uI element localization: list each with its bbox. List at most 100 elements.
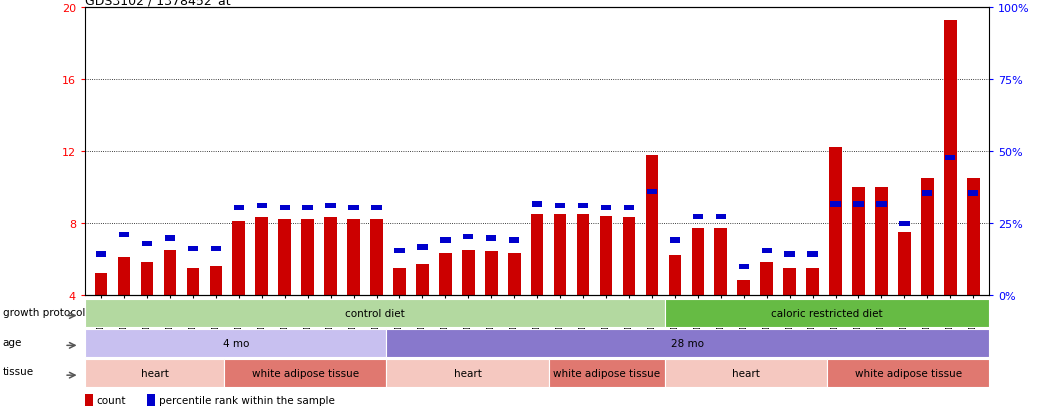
Bar [945, 155, 955, 161]
Bar [922, 191, 932, 196]
Text: caloric restricted diet: caloric restricted diet [772, 309, 882, 318]
Bar [806, 268, 819, 295]
Bar [921, 178, 933, 295]
Text: white adipose tissue: white adipose tissue [252, 368, 359, 378]
Text: age: age [3, 337, 22, 347]
Bar [944, 21, 956, 295]
Bar [347, 220, 360, 295]
Bar [714, 229, 727, 295]
Bar [555, 204, 565, 209]
Bar [417, 245, 427, 250]
Bar [440, 237, 450, 243]
Bar [85, 299, 665, 328]
Bar [165, 236, 175, 241]
Bar [302, 220, 314, 295]
Bar [164, 250, 176, 295]
Bar [577, 214, 589, 295]
Bar [898, 232, 910, 295]
Bar [508, 254, 521, 295]
Bar [669, 256, 681, 295]
Bar [348, 205, 359, 211]
Bar [852, 188, 865, 295]
Bar [187, 268, 199, 295]
Bar [966, 178, 980, 295]
Bar [665, 299, 989, 328]
Bar [394, 248, 404, 254]
Bar [325, 218, 337, 295]
Bar [875, 188, 888, 295]
Bar [737, 280, 750, 295]
Bar [808, 252, 818, 257]
Bar [94, 273, 108, 295]
Bar [693, 214, 703, 220]
Bar [830, 148, 842, 295]
Bar [554, 214, 566, 295]
Bar [853, 202, 864, 207]
Bar [578, 204, 588, 209]
Bar [119, 232, 130, 237]
Bar [393, 268, 405, 295]
Bar [141, 263, 153, 295]
Bar [85, 359, 224, 387]
Text: heart: heart [141, 368, 169, 378]
Bar [509, 237, 520, 243]
Bar [692, 229, 704, 295]
Bar [233, 205, 244, 211]
Bar [969, 191, 978, 196]
Bar [416, 264, 428, 295]
Bar [85, 329, 387, 357]
Text: control diet: control diet [345, 309, 404, 318]
Bar [280, 205, 290, 211]
Bar [370, 220, 383, 295]
Bar [147, 394, 156, 406]
Bar [224, 359, 387, 387]
Text: growth protocol: growth protocol [3, 307, 85, 317]
Bar [899, 221, 909, 227]
Bar [278, 220, 291, 295]
Bar [784, 252, 794, 257]
Bar [209, 266, 222, 295]
Bar [783, 268, 796, 295]
Bar [387, 329, 989, 357]
Bar [211, 247, 221, 252]
Text: count: count [96, 394, 125, 405]
Bar [118, 257, 131, 295]
Bar [647, 189, 657, 195]
Text: 28 mo: 28 mo [671, 338, 704, 348]
Bar [876, 202, 887, 207]
Bar [622, 218, 636, 295]
Bar [599, 216, 612, 295]
Bar [485, 252, 498, 295]
Text: heart: heart [453, 368, 481, 378]
Bar [232, 221, 245, 295]
Bar [371, 205, 382, 211]
Bar [255, 218, 269, 295]
Bar [326, 204, 336, 209]
Bar [96, 252, 106, 257]
Bar [826, 359, 989, 387]
Text: 4 mo: 4 mo [223, 338, 249, 348]
Bar [142, 241, 152, 247]
Bar [439, 254, 452, 295]
Bar [549, 359, 665, 387]
Bar [188, 247, 198, 252]
Bar [760, 263, 773, 295]
Text: heart: heart [732, 368, 760, 378]
Bar [85, 394, 93, 406]
Bar [665, 359, 826, 387]
Bar [646, 155, 658, 295]
Bar [463, 250, 475, 295]
Bar [831, 202, 841, 207]
Bar [738, 264, 749, 270]
Bar [531, 214, 543, 295]
Bar [624, 205, 635, 211]
Text: white adipose tissue: white adipose tissue [553, 368, 661, 378]
Bar [256, 204, 267, 209]
Text: GDS3102 / 1378452_at: GDS3102 / 1378452_at [85, 0, 230, 7]
Bar [303, 205, 313, 211]
Text: percentile rank within the sample: percentile rank within the sample [159, 394, 335, 405]
Bar [670, 237, 680, 243]
Bar [532, 202, 542, 207]
Text: tissue: tissue [3, 366, 34, 377]
Text: white adipose tissue: white adipose tissue [854, 368, 961, 378]
